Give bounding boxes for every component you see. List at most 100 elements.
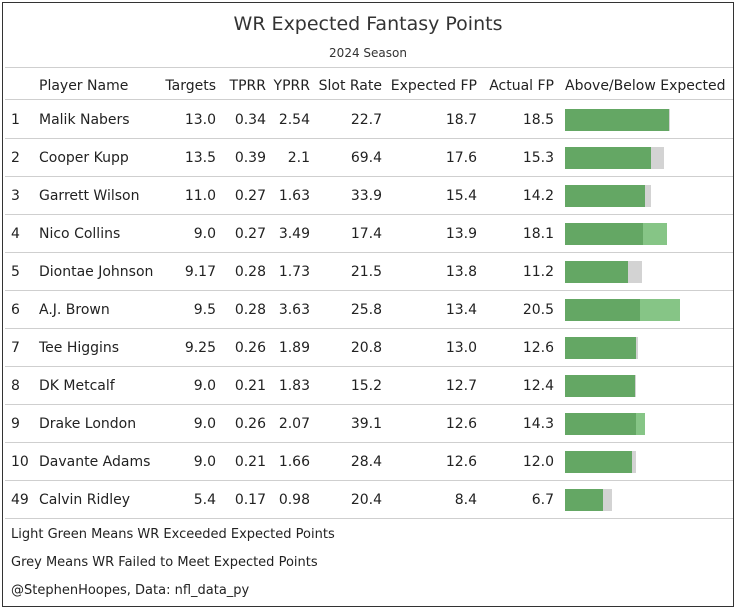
header-above-below: Above/Below Expected [565, 78, 726, 94]
cell-actual-fp: 6.7 [531, 492, 554, 508]
bar-base [565, 337, 636, 359]
cell-player: Cooper Kupp [39, 150, 129, 166]
cell-yprr: 3.49 [278, 226, 310, 242]
bar-shortfall [644, 185, 652, 207]
cell-yprr: 1.89 [278, 340, 310, 356]
cell-rank: 10 [11, 454, 29, 470]
cell-tprr: 0.27 [234, 188, 266, 204]
cell-expected-fp: 8.4 [454, 492, 477, 508]
bar-base [565, 147, 651, 169]
cell-expected-fp: 13.8 [445, 264, 477, 280]
cell-rank: 9 [11, 416, 20, 432]
row-divider [5, 252, 733, 253]
cell-tprr: 0.26 [234, 416, 266, 432]
cell-yprr: 2.1 [287, 150, 310, 166]
bar-base [565, 489, 603, 511]
cell-expected-fp: 12.6 [445, 454, 477, 470]
footnote-light-green: Light Green Means WR Exceeded Expected P… [11, 527, 335, 542]
cell-yprr: 1.83 [278, 378, 310, 394]
row-divider [5, 328, 733, 329]
bar-base [565, 451, 633, 473]
cell-rank: 5 [11, 264, 20, 280]
cell-actual-fp: 18.1 [522, 226, 554, 242]
cell-tprr: 0.21 [234, 378, 266, 394]
header-bottom-rule [5, 99, 733, 100]
cell-rank: 2 [11, 150, 20, 166]
cell-player: Tee Higgins [39, 340, 120, 356]
cell-tprr: 0.39 [234, 150, 266, 166]
cell-expected-fp: 12.7 [445, 378, 477, 394]
footnote-credit: @StephenHoopes, Data: nfl_data_py [11, 583, 250, 598]
cell-actual-fp: 15.3 [522, 150, 554, 166]
cell-tprr: 0.28 [234, 302, 266, 318]
cell-slot-rate: 15.2 [350, 378, 382, 394]
cell-expected-fp: 15.4 [445, 188, 477, 204]
cell-slot-rate: 22.7 [350, 112, 382, 128]
cell-targets: 13.0 [184, 112, 216, 128]
cell-player: Calvin Ridley [39, 492, 131, 508]
row-divider [5, 480, 733, 481]
cell-rank: 7 [11, 340, 20, 356]
cell-slot-rate: 20.4 [350, 492, 382, 508]
cell-player: DK Metcalf [39, 378, 115, 394]
cell-targets: 9.25 [184, 340, 216, 356]
bar-base [565, 223, 643, 245]
row-divider [5, 290, 733, 291]
cell-slot-rate: 39.1 [350, 416, 382, 432]
row-divider [5, 518, 733, 519]
cell-yprr: 2.07 [278, 416, 310, 432]
bar-base [565, 109, 669, 131]
cell-actual-fp: 20.5 [522, 302, 554, 318]
cell-expected-fp: 12.6 [445, 416, 477, 432]
cell-rank: 8 [11, 378, 20, 394]
header-top-rule [5, 67, 733, 68]
cell-yprr: 0.98 [278, 492, 310, 508]
cell-slot-rate: 17.4 [350, 226, 382, 242]
cell-slot-rate: 33.9 [350, 188, 382, 204]
cell-player: Nico Collins [39, 226, 121, 242]
cell-rank: 49 [11, 492, 29, 508]
cell-targets: 9.0 [193, 454, 216, 470]
cell-actual-fp: 14.3 [522, 416, 554, 432]
bar-shortfall [632, 451, 636, 473]
cell-targets: 9.0 [193, 226, 216, 242]
cell-actual-fp: 12.0 [522, 454, 554, 470]
cell-tprr: 0.27 [234, 226, 266, 242]
cell-yprr: 3.63 [278, 302, 310, 318]
cell-expected-fp: 13.4 [445, 302, 477, 318]
cell-targets: 9.0 [193, 378, 216, 394]
cell-actual-fp: 18.5 [522, 112, 554, 128]
table-subtitle: 2024 Season [329, 46, 407, 60]
header-player: Player Name [39, 78, 129, 94]
cell-player: Davante Adams [39, 454, 151, 470]
cell-slot-rate: 20.8 [350, 340, 382, 356]
table-title: WR Expected Fantasy Points [233, 13, 503, 35]
cell-rank: 3 [11, 188, 20, 204]
bar-base [565, 185, 645, 207]
bar-shortfall [635, 337, 638, 359]
header-expected-fp: Expected FP [390, 78, 477, 94]
cell-expected-fp: 13.0 [445, 340, 477, 356]
row-divider [5, 176, 733, 177]
cell-rank: 1 [11, 112, 20, 128]
bar-exceeded [643, 223, 667, 245]
header-slot-rate: Slot Rate [318, 78, 382, 94]
cell-targets: 5.4 [193, 492, 216, 508]
cell-player: A.J. Brown [39, 302, 110, 318]
cell-tprr: 0.34 [234, 112, 266, 128]
row-divider [5, 138, 733, 139]
cell-expected-fp: 18.7 [445, 112, 477, 128]
cell-rank: 6 [11, 302, 20, 318]
cell-yprr: 1.66 [278, 454, 310, 470]
bar-base [565, 375, 635, 397]
cell-actual-fp: 12.6 [522, 340, 554, 356]
bar-base [565, 299, 641, 321]
cell-yprr: 1.73 [278, 264, 310, 280]
bar-shortfall [602, 489, 613, 511]
cell-player: Malik Nabers [39, 112, 130, 128]
cell-player: Drake London [39, 416, 137, 432]
header-targets: Targets [165, 78, 216, 94]
cell-targets: 9.17 [184, 264, 216, 280]
header-yprr: YPRR [273, 78, 310, 94]
